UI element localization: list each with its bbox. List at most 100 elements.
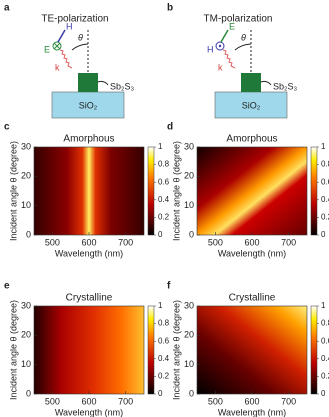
panel-label: f xyxy=(167,281,171,292)
e-label: E xyxy=(229,21,235,31)
panel-label: c xyxy=(4,122,10,133)
colorbar-tick-label: 1 xyxy=(321,142,326,151)
x-tick-label: 500 xyxy=(208,237,223,247)
colorbar-tick-label: 0.2 xyxy=(158,213,170,222)
nanostructure xyxy=(78,73,98,92)
heatmap xyxy=(197,147,307,235)
h-label: H xyxy=(207,44,214,54)
x-axis-label: Wavelength (nm) xyxy=(218,248,286,258)
panel-label: d xyxy=(167,122,173,133)
colorbar-tick-label: 1 xyxy=(321,301,326,310)
y-tick-label: 30 xyxy=(184,300,194,310)
y-tick-label: 30 xyxy=(184,141,194,151)
colorbar-tick-label: 0.4 xyxy=(158,354,170,363)
k-arrow xyxy=(222,49,236,69)
y-tick-label: 10 xyxy=(184,200,194,210)
colorbar-tick-label: 0.6 xyxy=(158,336,170,345)
h-dot xyxy=(218,44,222,48)
y-tick-label: 20 xyxy=(184,330,194,340)
substrate-label: SiO₂ xyxy=(242,100,261,110)
colorbar-tick-label: 1 xyxy=(158,301,163,310)
y-tick-label: 0 xyxy=(26,229,31,239)
x-tick-label: 600 xyxy=(244,237,259,247)
theta: θ xyxy=(78,32,83,42)
nanostructure xyxy=(241,73,261,92)
colorbar-tick-label: 1 xyxy=(158,142,163,151)
h-circle xyxy=(215,41,225,51)
pointer xyxy=(260,80,272,86)
colorbar-tick-label: 0 xyxy=(158,230,163,239)
schematic: b TM-polarization SiO₂ Sb₂S₃ θ k H E xyxy=(167,3,298,119)
e-circle xyxy=(52,41,62,51)
y-axis-label: Incident angle θ (degree) xyxy=(8,300,18,400)
y-tick-label: 10 xyxy=(21,200,31,210)
colorbar-tick-label: 0 xyxy=(321,230,326,239)
y-tick-label: 10 xyxy=(21,359,31,369)
x-tick-label: 700 xyxy=(281,237,296,247)
panel-title: TM-polarization xyxy=(204,14,273,25)
heatmap xyxy=(197,306,307,394)
y-tick-label: 20 xyxy=(21,171,31,181)
x-tick-label: 600 xyxy=(81,396,96,406)
colorbar-tick-label: 0.6 xyxy=(158,177,170,186)
x-axis-label: Wavelength (nm) xyxy=(55,248,123,258)
y-tick-label: 30 xyxy=(21,300,31,310)
y-axis-label: Incident angle θ (degree) xyxy=(8,141,18,241)
colorbar xyxy=(147,146,155,236)
angle-arc xyxy=(234,43,252,51)
k-arrow xyxy=(59,49,73,69)
panel-label: e xyxy=(4,281,10,292)
material-label: Sb₂S₃ xyxy=(273,81,298,91)
x-tick-label: 600 xyxy=(81,237,96,247)
schematic: a TE-polarization SiO₂ Sb₂S₃ θ k E H xyxy=(4,3,135,119)
heatmap xyxy=(34,306,144,394)
colorbar xyxy=(310,305,318,395)
x-tick-label: 700 xyxy=(118,237,133,247)
colorbar-tick-label: 0.6 xyxy=(321,177,329,186)
e-cross xyxy=(53,42,61,50)
material-label: Sb₂S₃ xyxy=(110,81,135,91)
panel-title: Amorphous xyxy=(63,134,114,145)
colorbar-tick-label: 0.4 xyxy=(321,354,329,363)
x-tick-label: 500 xyxy=(45,396,60,406)
colorbar-tick-label: 0 xyxy=(321,389,326,398)
colorbar-tick-label: 0.2 xyxy=(321,372,329,381)
colorbar xyxy=(147,305,155,395)
panel-title: Crystalline xyxy=(229,293,276,304)
y-tick-label: 10 xyxy=(184,359,194,369)
h-arrow xyxy=(57,29,66,43)
colorbar-tick-label: 0.8 xyxy=(158,319,170,328)
y-axis-label: Incident angle θ (degree) xyxy=(171,300,181,400)
panel-title: TE-polarization xyxy=(41,14,108,25)
e-label: E xyxy=(44,44,50,54)
y-tick-label: 0 xyxy=(189,388,194,398)
x-tick-label: 600 xyxy=(244,396,259,406)
panel-label: b xyxy=(167,3,173,14)
x-tick-label: 500 xyxy=(208,396,223,406)
y-tick-label: 20 xyxy=(21,330,31,340)
colorbar-tick-label: 0.4 xyxy=(158,195,170,204)
colorbar-tick-label: 0.8 xyxy=(158,160,170,169)
theta: θ xyxy=(241,32,246,42)
colorbar-tick-label: 0.6 xyxy=(321,336,329,345)
colorbar-tick-label: 0.2 xyxy=(158,372,170,381)
heatmap xyxy=(34,147,144,235)
colorbar-tick-label: 0.2 xyxy=(321,213,329,222)
k-label: k xyxy=(218,62,223,72)
e-arrow xyxy=(220,29,229,43)
x-axis-label: Wavelength (nm) xyxy=(55,407,123,417)
colorbar xyxy=(310,146,318,236)
y-tick-label: 0 xyxy=(189,229,194,239)
y-tick-label: 20 xyxy=(184,171,194,181)
h-label: H xyxy=(66,21,73,31)
x-axis-label: Wavelength (nm) xyxy=(218,407,286,417)
x-tick-label: 700 xyxy=(281,396,296,406)
colorbar-tick-label: 0 xyxy=(158,389,163,398)
pointer xyxy=(97,80,109,86)
angle-arc xyxy=(71,43,89,51)
y-tick-label: 0 xyxy=(26,388,31,398)
panel-title: Crystalline xyxy=(66,293,113,304)
substrate xyxy=(214,91,288,119)
substrate xyxy=(51,91,125,119)
